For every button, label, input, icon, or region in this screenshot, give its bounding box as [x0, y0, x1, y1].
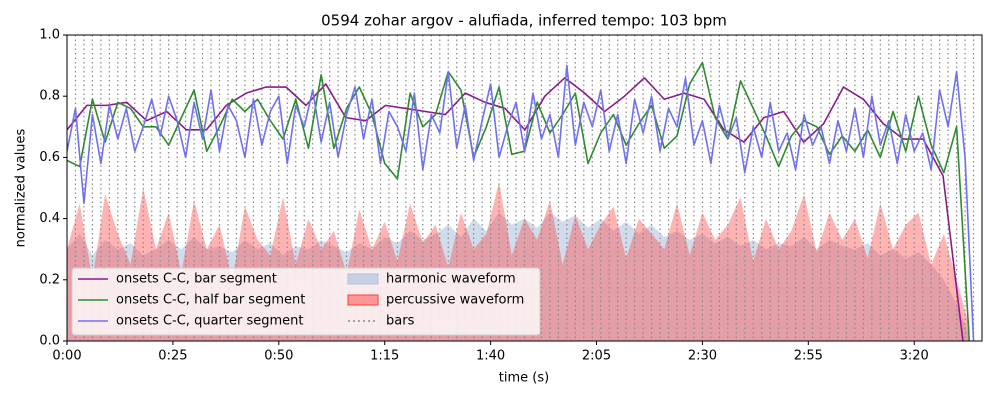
- legend-swatch: [347, 273, 379, 285]
- x-tick-label: 2:30: [688, 349, 717, 364]
- x-tick-label: 2:55: [794, 349, 823, 364]
- legend-box: [71, 267, 541, 336]
- y-axis-label: normalized values: [14, 128, 29, 247]
- x-tick-label: 1:15: [370, 349, 399, 364]
- y-tick-label: 0.4: [39, 211, 60, 226]
- legend-label: harmonic waveform: [386, 272, 516, 287]
- legend-label: percussive waveform: [386, 293, 524, 308]
- series-line: [67, 64, 975, 341]
- legend-label: bars: [386, 314, 415, 329]
- x-tick-label: 0:00: [52, 349, 81, 364]
- x-tick-label: 3:20: [900, 349, 929, 364]
- chart-title: 0594 zohar argov - alufiada, inferred te…: [321, 12, 727, 30]
- legend: onsets C-C, bar segment onsets C-C, half …: [71, 267, 541, 336]
- legend-label: onsets C-C, quarter segment: [116, 314, 303, 329]
- series-line: [67, 77, 964, 341]
- legend-swatch: [347, 294, 379, 306]
- x-tick-label: 1:40: [476, 349, 505, 364]
- x-tick-label: 2:05: [582, 349, 611, 364]
- axes: 0:00 0:25 0:50 1:15 1:40 2:05 2:30 2:55 3:20 0.0 0…: [39, 28, 929, 364]
- y-tick-label: 1.0: [39, 28, 60, 43]
- y-tick-label: 0.0: [39, 334, 60, 349]
- y-tick-label: 0.8: [39, 89, 60, 104]
- axes-frame: [66, 34, 983, 342]
- x-axis-label: time (s): [499, 371, 549, 386]
- legend-label: onsets C-C, half bar segment: [116, 293, 305, 308]
- y-tick-label: 0.2: [39, 272, 60, 287]
- x-tick-label: 0:50: [264, 349, 293, 364]
- legend-label: onsets C-C, bar segment: [116, 272, 277, 287]
- y-tick-label: 0.6: [39, 150, 60, 165]
- x-tick-label: 0:25: [158, 349, 187, 364]
